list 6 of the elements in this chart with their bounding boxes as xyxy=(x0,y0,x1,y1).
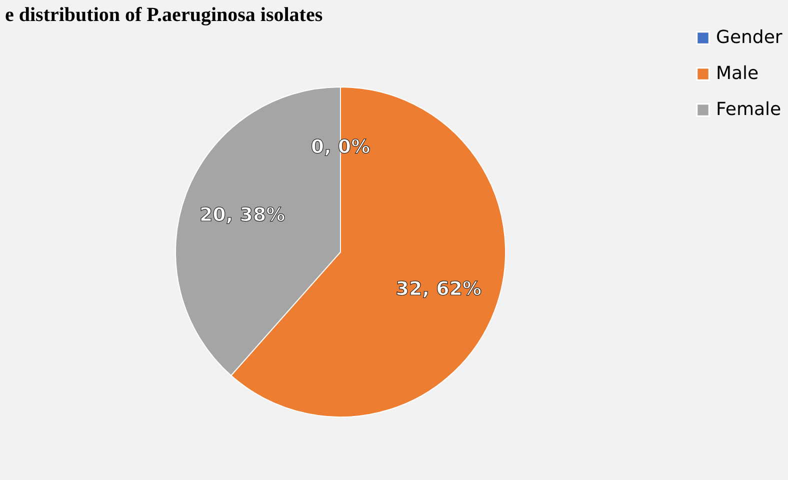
legend-label: Male xyxy=(716,63,759,84)
chart-title: e distribution of P.aeruginosa isolates xyxy=(5,4,323,26)
data-label: 20, 38% xyxy=(199,204,286,226)
data-label: 32, 62% xyxy=(396,278,482,300)
legend-label: Female xyxy=(716,99,782,120)
legend-label: Gender xyxy=(716,27,783,48)
